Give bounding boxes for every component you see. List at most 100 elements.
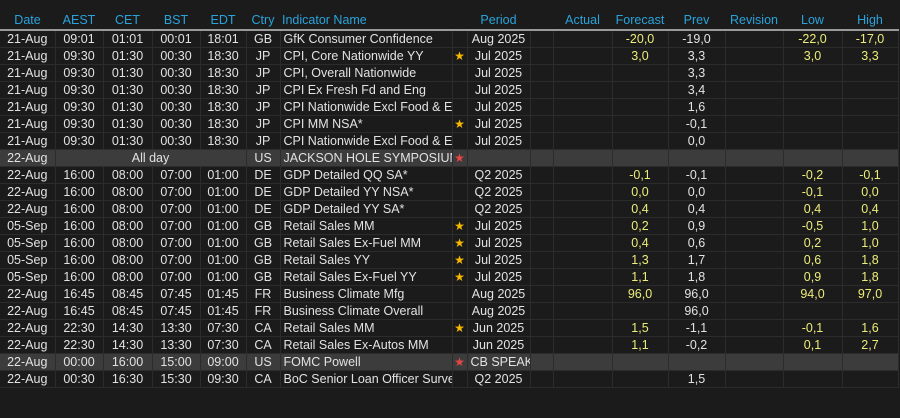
col-header-prev[interactable]: Prev (668, 10, 725, 31)
cell-blank (530, 336, 554, 354)
cell-period: Jun 2025 (467, 319, 531, 337)
cell-aest: 16:00 (55, 217, 104, 235)
cell-cet: 08:45 (103, 302, 153, 320)
table-row[interactable]: 22-Aug 22:30 14:30 13:30 07:30 CA Retail Sales… (0, 336, 899, 354)
table-row[interactable]: 22-Aug 22:30 14:30 13:30 07:30 CA Retail Sales… (0, 319, 899, 337)
cell-blank (530, 64, 554, 82)
table-row[interactable]: 22-Aug 00:30 16:30 15:30 09:30 CA BoC Senior L… (0, 370, 899, 388)
table-row[interactable]: 21-Aug 09:30 01:30 00:30 18:30 JP CPI Nationwi… (0, 132, 899, 150)
table-row[interactable]: 05-Sep 16:00 08:00 07:00 01:00 GB Retail Sales… (0, 234, 899, 252)
cell-edt: 18:30 (200, 132, 247, 150)
table-row[interactable]: 21-Aug 09:30 01:30 00:30 18:30 JP CPI, Overall… (0, 64, 899, 82)
table-row[interactable]: 05-Sep 16:00 08:00 07:00 01:00 GB Retail Sales… (0, 251, 899, 269)
table-row[interactable]: 22-Aug 16:45 08:45 07:45 01:45 FR Business Cli… (0, 285, 899, 303)
cell-cet: 01:30 (103, 81, 153, 99)
cell-low (783, 81, 843, 99)
table-row[interactable]: 22-Aug 00:00 16:00 15:00 09:00 US FOMC Powell ★… (0, 353, 899, 371)
cell-indicator-name: CPI, Overall Nationwide (280, 64, 453, 82)
col-header-revision[interactable]: Revision (725, 10, 783, 31)
cell-forecast (612, 132, 669, 150)
table-row[interactable]: 22-Aug All day US JACKSON HOLE SYMPOSIUM ★ (0, 149, 899, 167)
cell-bst: 07:00 (152, 234, 201, 252)
col-header-actual[interactable]: Actual (553, 10, 612, 31)
table-row[interactable]: 21-Aug 09:30 01:30 00:30 18:30 JP CPI MM NSA* ★… (0, 115, 899, 133)
cell-date: 22-Aug (0, 183, 56, 201)
cell-cet: 08:00 (103, 183, 153, 201)
cell-blank (530, 217, 554, 235)
table-row[interactable]: 05-Sep 16:00 08:00 07:00 01:00 GB Retail Sales… (0, 217, 899, 235)
cell-indicator-name: Retail Sales YY (280, 251, 453, 269)
cell-high: 1,0 (842, 234, 899, 252)
cell-cet: 08:00 (103, 217, 153, 235)
col-header-period[interactable]: Period (467, 10, 530, 31)
cell-date: 22-Aug (0, 353, 56, 371)
cell-blank (530, 200, 554, 218)
cell-prev: 0,0 (668, 132, 726, 150)
cell-prev: 96,0 (668, 302, 726, 320)
cell-bst: 07:00 (152, 268, 201, 286)
cell-period: Jul 2025 (467, 132, 531, 150)
table-row[interactable]: 05-Sep 16:00 08:00 07:00 01:00 GB Retail Sales… (0, 268, 899, 286)
col-header-aest[interactable]: AEST (55, 10, 103, 31)
cell-star (452, 370, 468, 388)
cell-revision (725, 353, 784, 371)
cell-blank (530, 183, 554, 201)
cell-star: ★ (452, 47, 468, 65)
cell-ctry: JP (246, 47, 281, 65)
cell-actual (553, 251, 613, 269)
table-row[interactable]: 22-Aug 16:00 08:00 07:00 01:00 DE GDP Detailed… (0, 166, 899, 184)
cell-indicator-name: Business Climate Overall (280, 302, 453, 320)
table-row[interactable]: 21-Aug 09:01 01:01 00:01 18:01 GB GfK Consumer… (0, 30, 899, 48)
cell-low: 0,2 (783, 234, 843, 252)
cell-actual (553, 115, 613, 133)
table-row[interactable]: 21-Aug 09:30 01:30 00:30 18:30 JP CPI Ex Fresh… (0, 81, 899, 99)
cell-indicator-name: Retail Sales Ex-Autos MM (280, 336, 453, 354)
cell-ctry: CA (246, 336, 281, 354)
col-header-cet[interactable]: CET (103, 10, 152, 31)
cell-edt: 01:00 (200, 217, 247, 235)
cell-period: Q2 2025 (467, 370, 531, 388)
cell-actual (553, 166, 613, 184)
cell-ctry: DE (246, 183, 281, 201)
cell-star: ★ (452, 234, 468, 252)
table-row[interactable]: 22-Aug 16:00 08:00 07:00 01:00 DE GDP Detailed… (0, 183, 899, 201)
cell-prev (668, 149, 726, 167)
col-header-ctry[interactable]: Ctry (246, 10, 280, 31)
cell-revision (725, 64, 784, 82)
cell-period: Q2 2025 (467, 166, 531, 184)
cell-date: 21-Aug (0, 64, 56, 82)
col-header-indicator[interactable]: Indicator Name (280, 10, 452, 31)
cell-star: ★ (452, 149, 468, 167)
cell-forecast: -20,0 (612, 30, 669, 48)
col-header-bst[interactable]: BST (152, 10, 200, 31)
cell-date: 22-Aug (0, 336, 56, 354)
cell-aest: 09:30 (55, 47, 104, 65)
cell-high: 2,7 (842, 336, 899, 354)
cell-edt: 09:30 (200, 370, 247, 388)
cell-blank (530, 149, 554, 167)
cell-bst: 07:45 (152, 285, 201, 303)
table-row[interactable]: 22-Aug 16:45 08:45 07:45 01:45 FR Business Cli… (0, 302, 899, 320)
cell-ctry: GB (246, 30, 281, 48)
cell-star (452, 166, 468, 184)
col-header-low[interactable]: Low (783, 10, 842, 31)
table-row[interactable]: 21-Aug 09:30 01:30 00:30 18:30 JP CPI, Core Na… (0, 47, 899, 65)
table-row[interactable]: 22-Aug 16:00 08:00 07:00 01:00 DE GDP Detailed… (0, 200, 899, 218)
cell-actual (553, 183, 613, 201)
cell-prev: 1,7 (668, 251, 726, 269)
cell-ctry: GB (246, 268, 281, 286)
cell-bst: 13:30 (152, 319, 201, 337)
cell-bst: 07:00 (152, 183, 201, 201)
cell-period: Q2 2025 (467, 183, 531, 201)
cell-cet: 16:30 (103, 370, 153, 388)
col-header-edt[interactable]: EDT (200, 10, 246, 31)
col-header-forecast[interactable]: Forecast (612, 10, 668, 31)
cell-aest: 16:45 (55, 302, 104, 320)
cell-aest: 16:00 (55, 183, 104, 201)
table-row[interactable]: 21-Aug 09:30 01:30 00:30 18:30 JP CPI Nationwi… (0, 98, 899, 116)
cell-period: Jul 2025 (467, 268, 531, 286)
col-header-high[interactable]: High (842, 10, 898, 31)
cell-date: 05-Sep (0, 234, 56, 252)
cell-indicator-name: CPI Nationwide Excl Food & Ene (280, 98, 453, 116)
col-header-date[interactable]: Date (0, 10, 55, 31)
